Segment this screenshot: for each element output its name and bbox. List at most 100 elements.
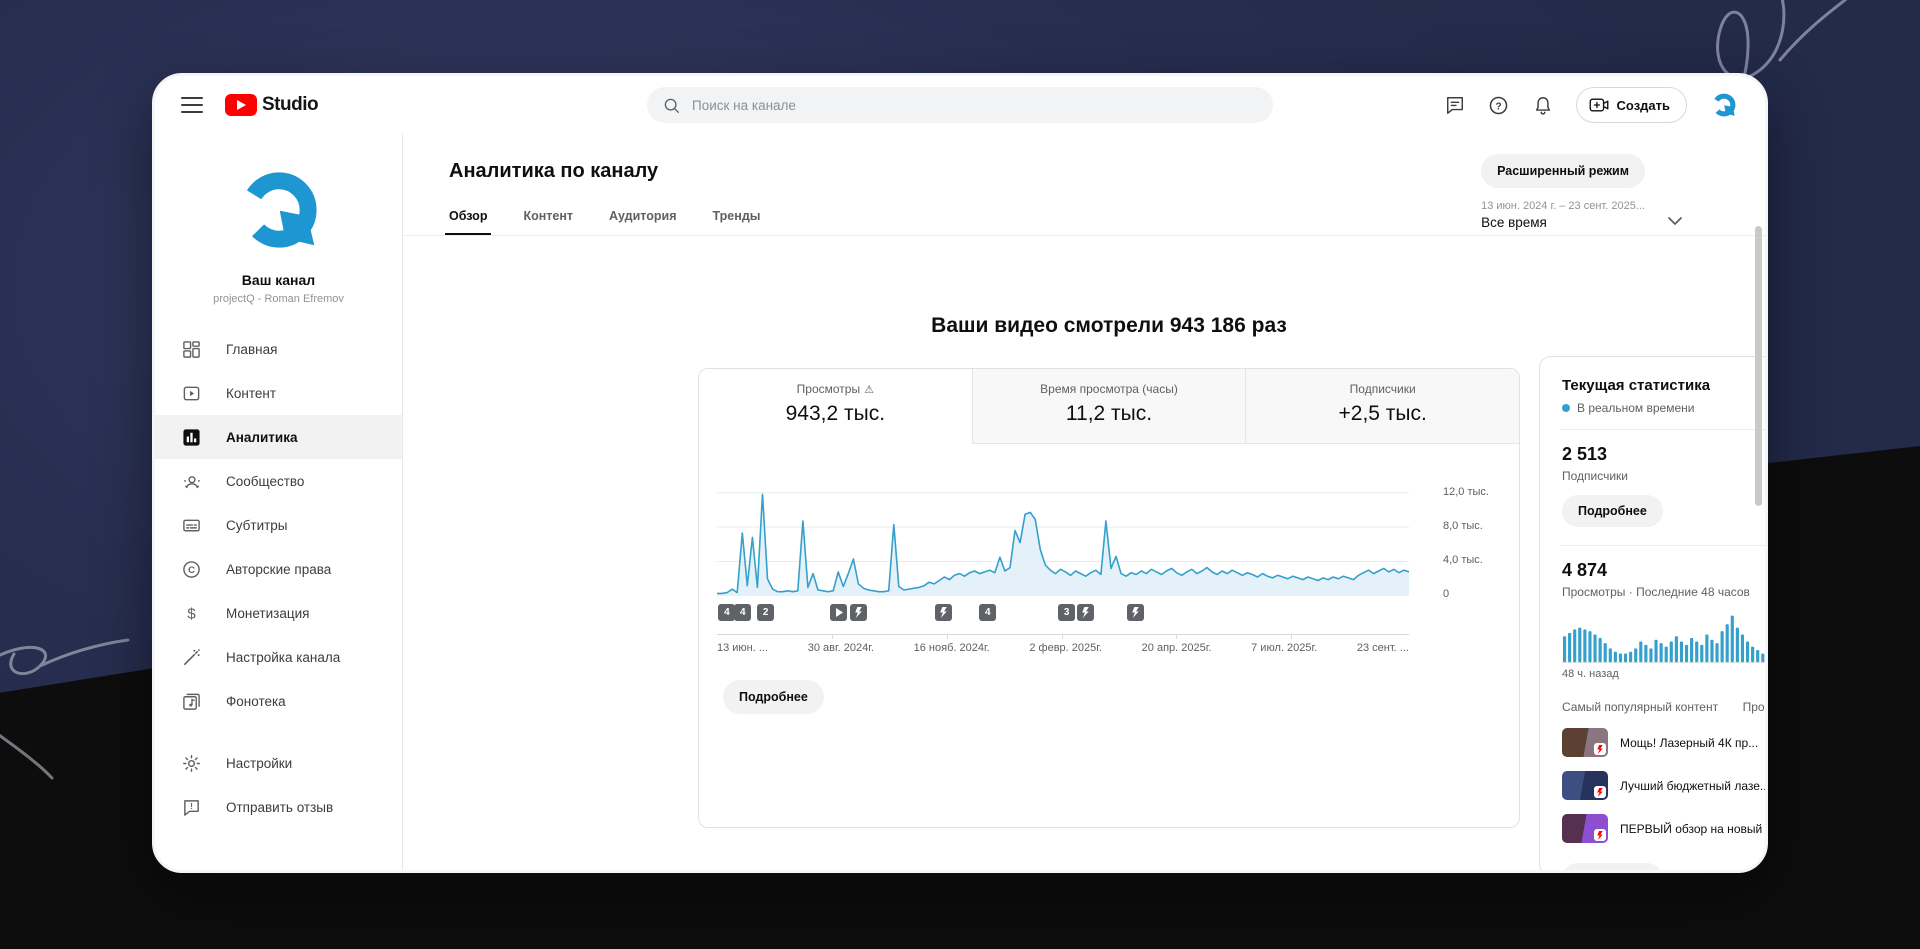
customization-icon: [181, 647, 202, 668]
x-tick: 2 февр. 2025г.: [1029, 642, 1102, 654]
subscribers-label: Подписчики: [1562, 469, 1629, 483]
svg-text:$: $: [187, 605, 196, 622]
app-window: Studio Поиск на канале ? Создать: [152, 73, 1768, 873]
warning-triangle-icon: ⚠: [864, 384, 874, 396]
content-icon: [181, 383, 202, 404]
settings-icon: [181, 753, 202, 774]
date-range-picker[interactable]: 13 июн. 2024 г. – 23 сент. 2025... Все в…: [1481, 200, 1682, 230]
tab-overview[interactable]: Обзор: [444, 209, 492, 236]
video-title: Мощь! Лазерный 4К пр...: [1620, 735, 1759, 750]
account-avatar[interactable]: [1709, 90, 1739, 120]
shorts-upload-badge-icon[interactable]: [934, 604, 952, 621]
feedback-bubble-icon[interactable]: [1444, 94, 1466, 116]
shorts-badge-icon: [1594, 829, 1606, 841]
sidebar-item-label: Монетизация: [226, 605, 310, 621]
top-video-row[interactable]: Лучший бюджетный лазе... 787: [1562, 771, 1765, 800]
sidebar-item-dashboard[interactable]: Главная: [155, 327, 402, 371]
channel-avatar[interactable]: [233, 164, 325, 256]
sidebar-item-settings[interactable]: Настройки: [155, 741, 402, 785]
sidebar-item-audio-library[interactable]: Фонотека: [155, 679, 402, 723]
metric-tab-views[interactable]: Просмотры ⚠ 943,2 тыс.: [699, 369, 972, 444]
views-48h-bar-chart: [1562, 615, 1765, 663]
tab-trends[interactable]: Тренды: [712, 209, 761, 223]
sidebar-item-copyright[interactable]: C Авторские права: [155, 547, 402, 591]
sidebar-item-community[interactable]: Сообщество: [155, 459, 402, 503]
svg-text:?: ?: [1495, 101, 1501, 112]
top-content-views-label: Просмотры: [1742, 700, 1768, 714]
views-line-chart[interactable]: 12,0 тыс. 8,0 тыс. 4,0 тыс. 0: [717, 484, 1495, 600]
date-period-label: Все время: [1481, 215, 1547, 230]
metric-value: 943,2 тыс.: [785, 402, 886, 425]
tab-content[interactable]: Контент: [523, 209, 574, 223]
shorts-upload-badge-icon[interactable]: [1076, 604, 1094, 621]
sidebar-divider-gap: [155, 723, 402, 741]
topbar: Studio Поиск на канале ? Создать: [155, 76, 1765, 134]
divider: [1560, 429, 1765, 430]
shorts-upload-badge-icon[interactable]: [1126, 604, 1144, 621]
top-content-title: Самый популярный контент: [1562, 700, 1719, 714]
upload-count-badge[interactable]: 4: [718, 604, 736, 621]
video-thumbnail: [1562, 814, 1608, 843]
sidebar-nav: Главная Контент Аналитика Сообщество Суб…: [155, 327, 402, 829]
sidebar-item-label: Фонотека: [226, 693, 286, 709]
metric-tab-watch-time[interactable]: Время просмотра (часы) 11,2 тыс.: [971, 369, 1246, 444]
audio-library-icon: [181, 691, 202, 712]
metric-tab-subscribers[interactable]: Подписчики +2,5 тыс.: [1245, 369, 1519, 444]
views-48h-label: Просмотры · Последние 48 часов: [1562, 585, 1750, 599]
copyright-icon: C: [181, 559, 202, 580]
advanced-mode-button[interactable]: Расширенный режим: [1481, 154, 1645, 188]
sidebar-item-content[interactable]: Контент: [155, 371, 402, 415]
sidebar-item-label: Настройки: [226, 755, 293, 771]
sidebar-item-label: Сообщество: [226, 473, 305, 489]
feedback-icon: !: [181, 797, 202, 818]
tabs-underline-rule: [403, 235, 1765, 236]
chart-details-button[interactable]: Подробнее: [723, 680, 824, 714]
chevron-down-icon: [1668, 217, 1682, 225]
views-headline: Ваши видео смотрели 943 186 раз: [931, 314, 1287, 337]
sidebar-item-analytics[interactable]: Аналитика: [155, 415, 402, 459]
metric-label: Просмотры: [796, 382, 861, 396]
sidebar-item-monetization[interactable]: $ Монетизация: [155, 591, 402, 635]
sidebar-item-label: Контент: [226, 385, 277, 401]
live-dot-icon: [1562, 404, 1570, 412]
top-video-row[interactable]: ПЕРВЫЙ обзор на новый ... 595: [1562, 814, 1765, 843]
search-input[interactable]: Поиск на канале: [647, 87, 1273, 123]
help-icon[interactable]: ?: [1488, 94, 1510, 116]
sidebar-item-customization[interactable]: Настройка канала: [155, 635, 402, 679]
search-icon: [664, 98, 679, 113]
realtime-details-button[interactable]: Подробнее: [1562, 863, 1663, 870]
metric-tabs: Просмотры ⚠ 943,2 тыс. Время просмотра (ч…: [699, 369, 1519, 444]
studio-wordmark: Studio: [262, 94, 319, 115]
realtime-title: Текущая статистика: [1562, 377, 1711, 394]
sidebar-item-send-feedback[interactable]: ! Отправить отзыв: [155, 785, 402, 829]
sidebar-item-subtitles[interactable]: Субтитры: [155, 503, 402, 547]
upload-count-badge[interactable]: 4: [979, 604, 997, 621]
subtitles-icon: [181, 515, 202, 536]
search-placeholder: Поиск на канале: [692, 97, 796, 113]
top-video-row[interactable]: Мощь! Лазерный 4К пр... 1 267: [1562, 728, 1765, 757]
upload-count-badge[interactable]: 3: [1058, 604, 1076, 621]
tab-audience[interactable]: Аудитория: [609, 209, 677, 223]
sidebar-item-label: Настройка канала: [226, 649, 341, 665]
video-thumbnail: [1562, 771, 1608, 800]
youtube-play-icon: [225, 94, 257, 116]
analytics-tabs: Обзор Контент Аудитория Тренды: [444, 209, 1719, 236]
upload-count-badge[interactable]: 2: [757, 604, 775, 621]
youtube-studio-logo[interactable]: Studio: [225, 94, 319, 116]
channel-name: Ваш канал: [241, 272, 316, 288]
video-upload-badge-icon[interactable]: [830, 604, 848, 621]
create-button[interactable]: Создать: [1575, 87, 1687, 123]
sidebar-item-label: Авторские права: [226, 561, 332, 577]
subscribers-details-button[interactable]: Подробнее: [1562, 495, 1663, 527]
y-tick: 12,0 тыс.: [1443, 486, 1489, 498]
shorts-upload-badge-icon[interactable]: [849, 604, 867, 621]
y-tick: 8,0 тыс.: [1443, 520, 1483, 532]
scrollbar-thumb[interactable]: [1755, 226, 1762, 506]
upload-count-badge[interactable]: 4: [734, 604, 752, 621]
key-metrics-card: Просмотры ⚠ 943,2 тыс. Время просмотра (ч…: [698, 368, 1520, 828]
menu-hamburger-icon[interactable]: [181, 97, 203, 113]
notifications-bell-icon[interactable]: [1532, 94, 1554, 116]
x-tick: 23 сент. ...: [1356, 642, 1409, 654]
metric-value: 11,2 тыс.: [1065, 402, 1153, 425]
